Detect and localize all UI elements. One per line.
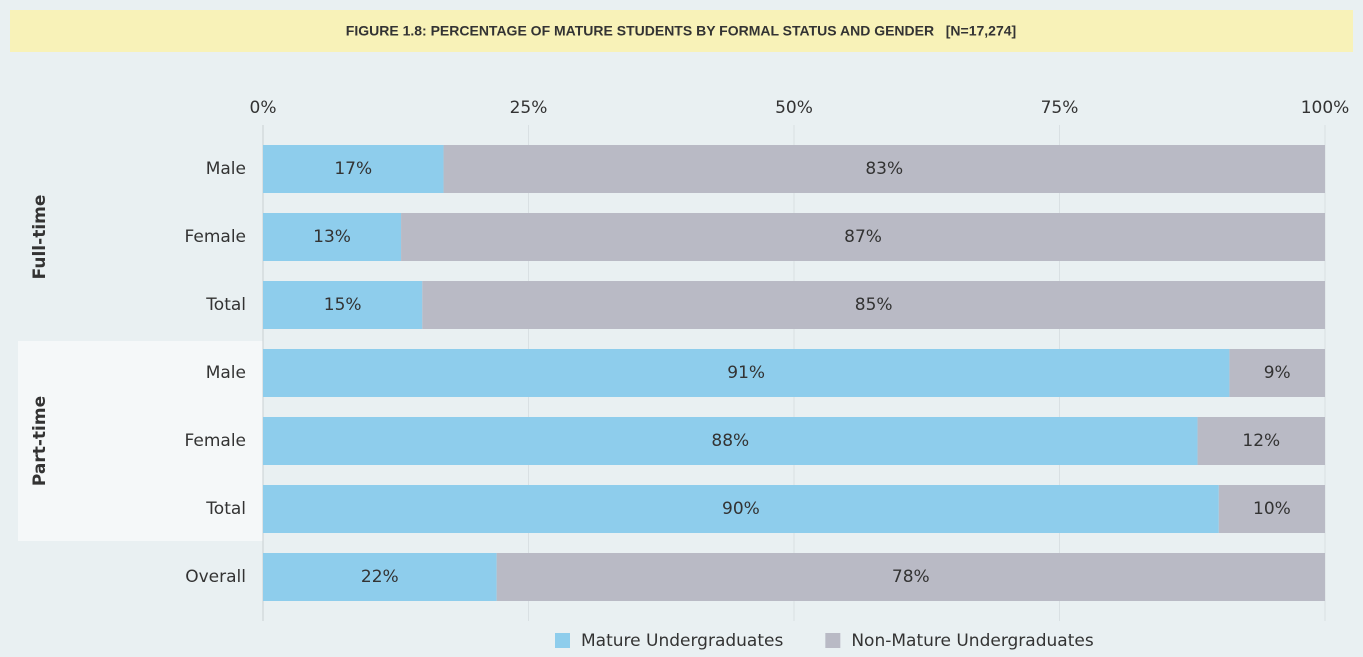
legend-label: Non-Mature Undergraduates (851, 631, 1093, 651)
data-label: 22% (361, 567, 399, 587)
y-tick-label: Male (206, 159, 246, 179)
data-label: 83% (865, 159, 903, 179)
legend-swatch (555, 633, 570, 648)
x-tick-label: 75% (1041, 98, 1079, 118)
data-label: 9% (1264, 363, 1291, 383)
bar-segment (1229, 349, 1325, 397)
data-label: 12% (1242, 431, 1280, 451)
data-label: 13% (313, 227, 351, 247)
group-label: Full-time (30, 195, 50, 280)
x-tick-label: 25% (510, 98, 548, 118)
data-label: 17% (334, 159, 372, 179)
data-label: 85% (855, 295, 893, 315)
bar-segment (1197, 417, 1325, 465)
bar-segment (263, 349, 1230, 397)
data-label: 10% (1253, 499, 1291, 519)
y-tick-label: Overall (185, 567, 246, 587)
y-tick-label: Total (205, 499, 246, 519)
data-label: 88% (711, 431, 749, 451)
y-tick-label: Total (205, 295, 246, 315)
data-label: 90% (722, 499, 760, 519)
y-tick-label: Male (206, 363, 246, 383)
bar-segment (496, 553, 1325, 601)
bar-segment (263, 485, 1219, 533)
bar-segment (263, 213, 402, 261)
chart-title: FIGURE 1.8: PERCENTAGE OF MATURE STUDENT… (346, 23, 1016, 39)
y-tick-label: Female (185, 431, 246, 451)
bar-segment (263, 417, 1198, 465)
data-label: 78% (892, 567, 930, 587)
group-label: Part-time (30, 396, 50, 486)
y-tick-label: Female (185, 227, 246, 247)
legend-label: Mature Undergraduates (581, 631, 783, 651)
x-tick-label: 100% (1301, 98, 1350, 118)
x-tick-label: 0% (250, 98, 277, 118)
title-band (10, 10, 1353, 52)
data-label: 87% (844, 227, 882, 247)
bar-segment (263, 145, 444, 193)
bar-segment (401, 213, 1325, 261)
bar-segment (422, 281, 1325, 329)
bar-segment (263, 553, 497, 601)
bar-segment (263, 281, 423, 329)
data-label: 15% (324, 295, 362, 315)
legend-swatch (825, 633, 841, 648)
data-label: 91% (727, 363, 765, 383)
x-tick-label: 50% (775, 98, 813, 118)
group-band (18, 341, 263, 541)
bar-segment (443, 145, 1325, 193)
bar-segment (1218, 485, 1325, 533)
